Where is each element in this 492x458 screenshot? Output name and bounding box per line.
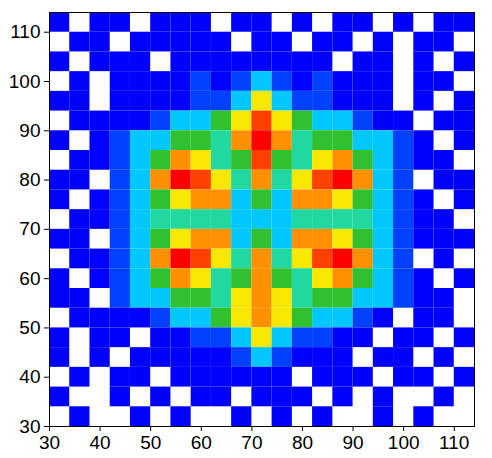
svg-text:50: 50 [19, 317, 40, 338]
svg-text:100: 100 [388, 432, 420, 453]
svg-text:30: 30 [39, 432, 60, 453]
svg-text:30: 30 [19, 416, 40, 437]
svg-text:40: 40 [19, 366, 40, 387]
svg-text:60: 60 [191, 432, 212, 453]
svg-text:110: 110 [10, 21, 40, 42]
svg-text:80: 80 [19, 169, 40, 190]
svg-text:40: 40 [90, 432, 111, 453]
svg-text:70: 70 [19, 218, 40, 239]
svg-text:110: 110 [439, 432, 469, 453]
svg-text:90: 90 [19, 120, 40, 141]
svg-text:100: 100 [9, 71, 41, 92]
svg-text:80: 80 [292, 432, 313, 453]
svg-text:90: 90 [343, 432, 364, 453]
svg-text:50: 50 [140, 432, 161, 453]
svg-text:70: 70 [241, 432, 262, 453]
svg-text:60: 60 [19, 268, 40, 289]
